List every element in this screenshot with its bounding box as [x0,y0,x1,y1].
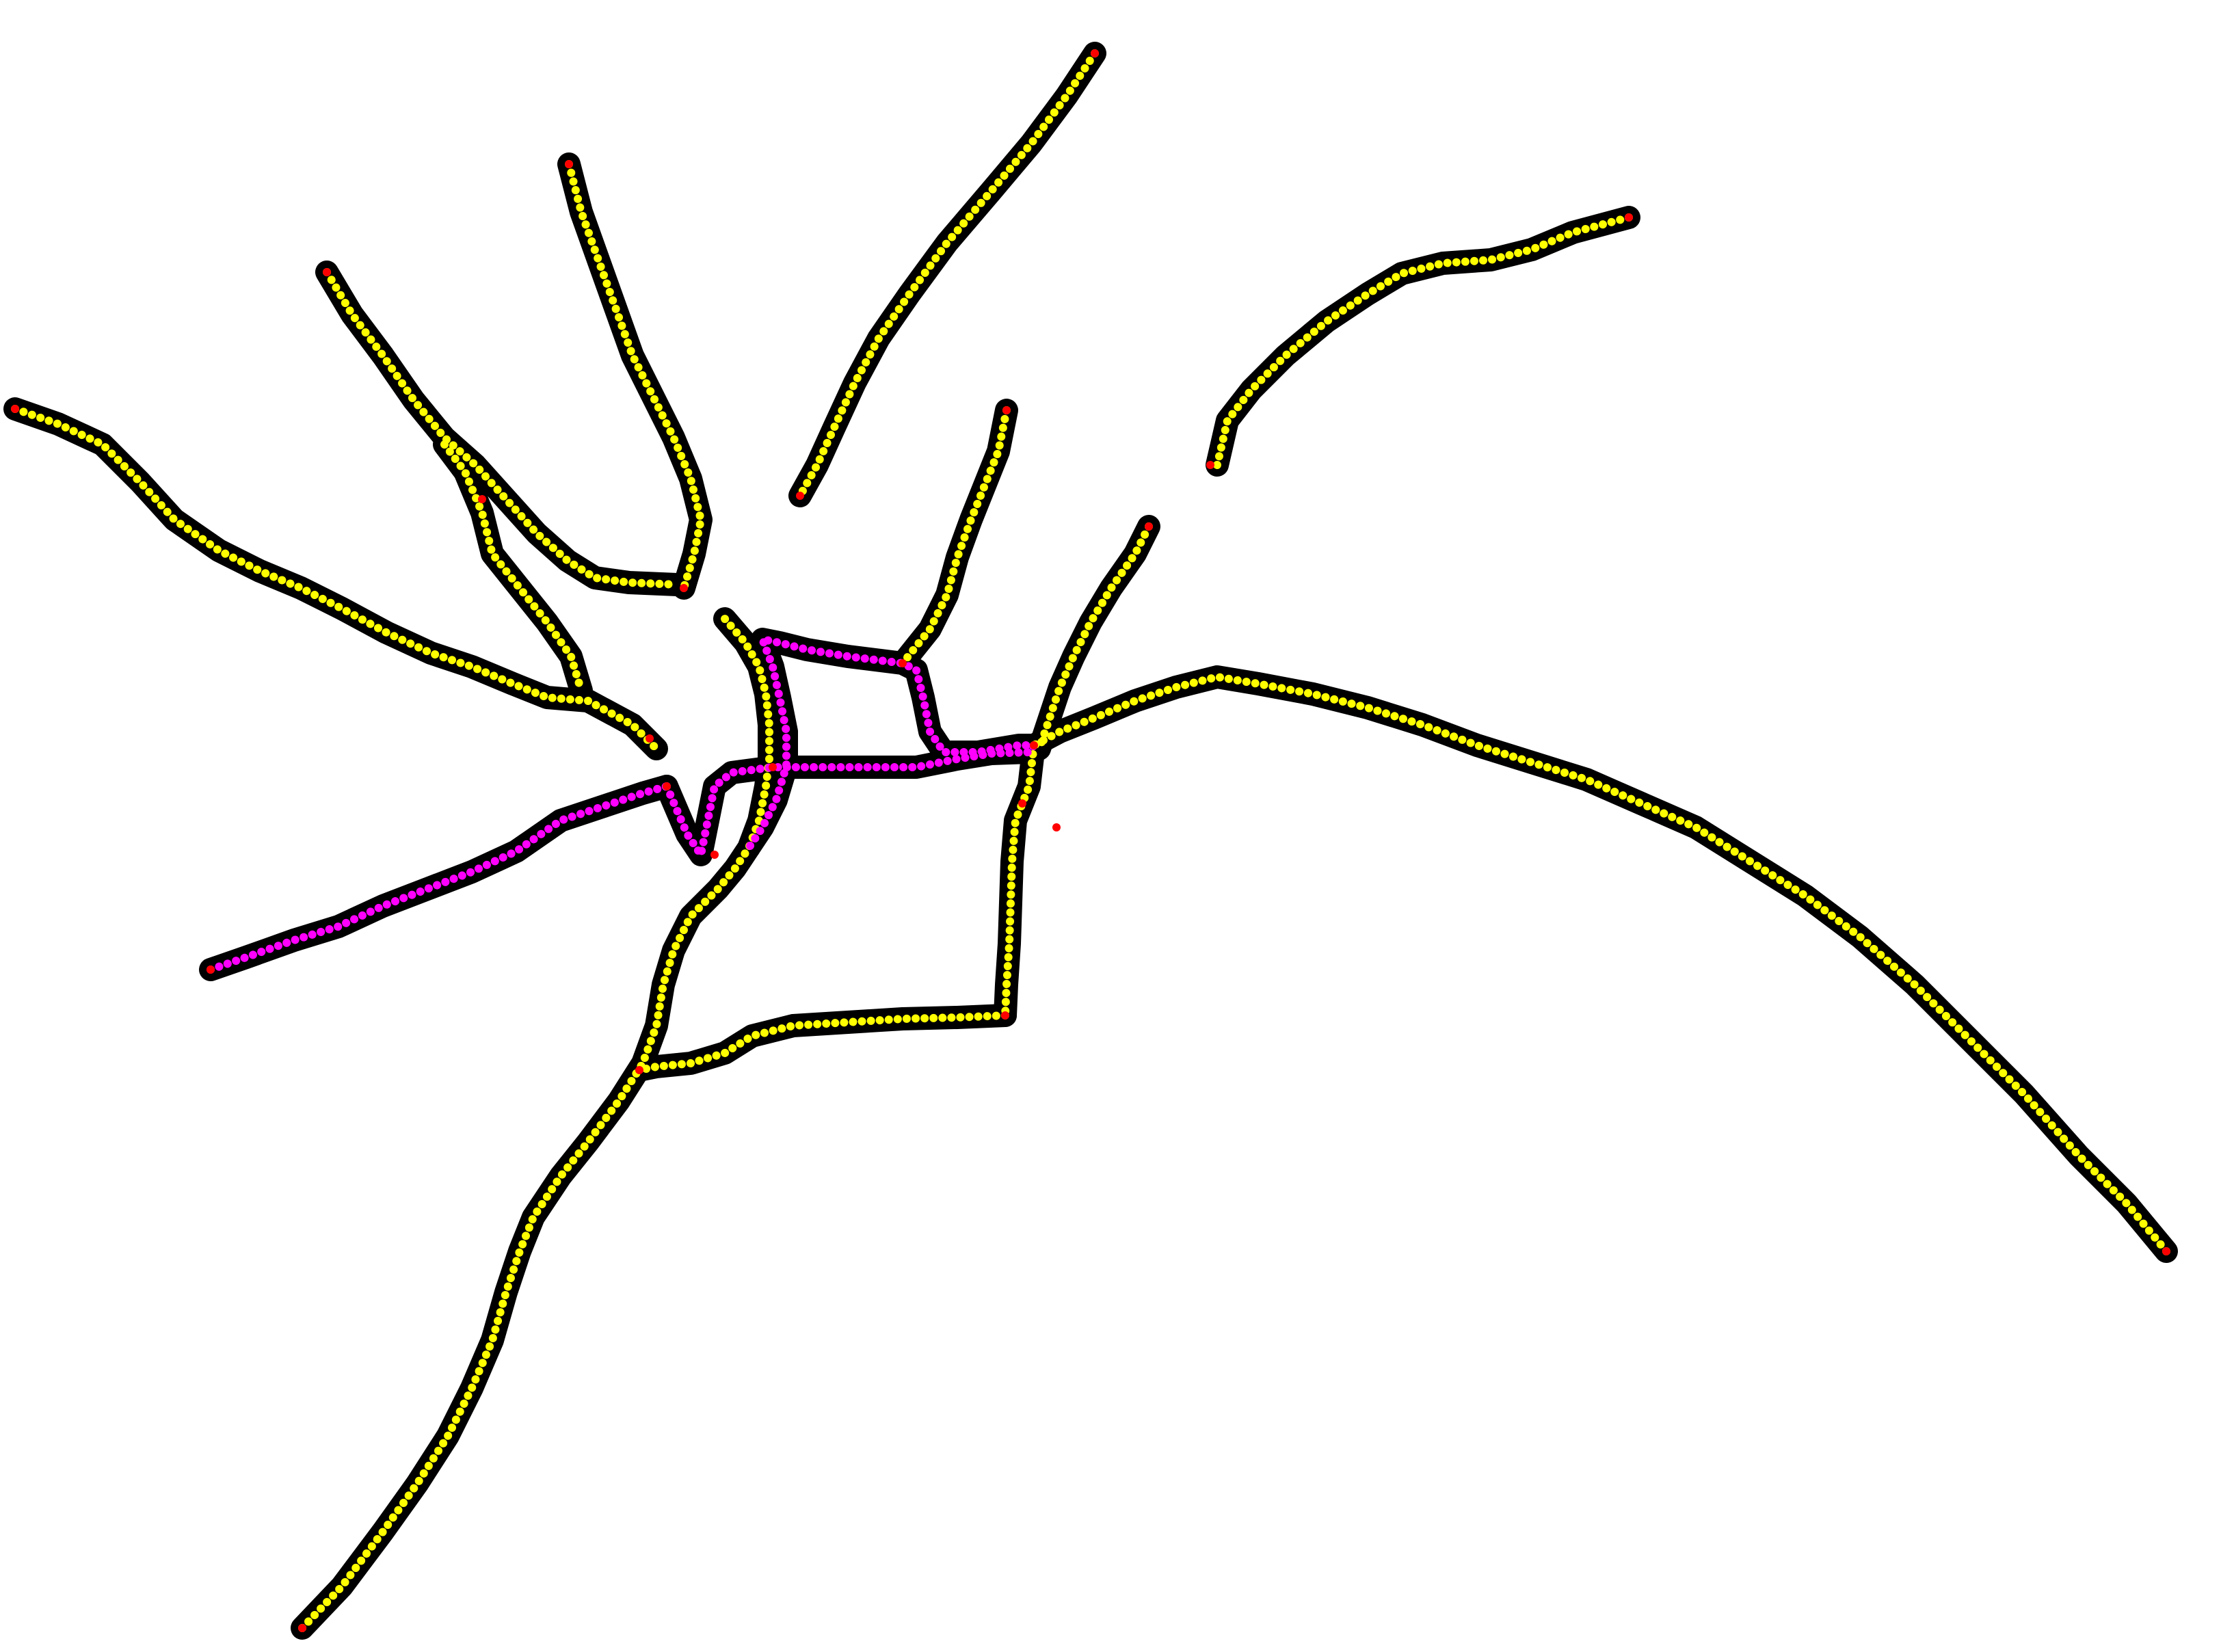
node-11 [680,584,688,592]
branch-long-right [1030,673,2170,1255]
node-1 [565,160,573,168]
branch-right-short [1035,522,1153,753]
branch-loop-right [1001,741,1038,1020]
branch-top-center [565,160,705,592]
node-16 [1001,1011,1009,1020]
branch-upper-left-inner [440,440,585,695]
node-12 [899,659,907,667]
node-3 [11,405,19,413]
node-2 [323,268,331,276]
node-20 [1052,823,1061,831]
node-10 [796,492,804,500]
node-22 [1206,461,1214,469]
branch-far-left [11,405,661,753]
node-19 [1018,799,1026,808]
node-18 [710,851,719,859]
branch-left-magenta [207,782,671,974]
node-4 [1625,213,1633,222]
branch-loop-bottom [635,1011,1009,1074]
node-21 [646,734,654,743]
node-8 [298,1624,306,1632]
node-9 [207,965,215,974]
node-6 [1145,522,1153,531]
branch-top-right-long [796,49,1099,500]
branch-center-right [899,406,1011,667]
node-14 [663,782,671,790]
node-0 [1091,49,1099,57]
node-13 [1030,741,1038,749]
branch-dots [11,49,2170,1632]
node-23 [478,495,486,503]
node-7 [2162,1247,2170,1255]
branch-center-magenta [663,635,1038,859]
node-17 [635,1066,643,1074]
node-15 [769,763,777,771]
graph-nodes [11,49,2170,1632]
branch-bottom-left [298,615,773,1632]
branch-upper-left [323,268,681,589]
node-5 [1002,406,1011,414]
branch-top-right-curve [1213,213,1633,469]
